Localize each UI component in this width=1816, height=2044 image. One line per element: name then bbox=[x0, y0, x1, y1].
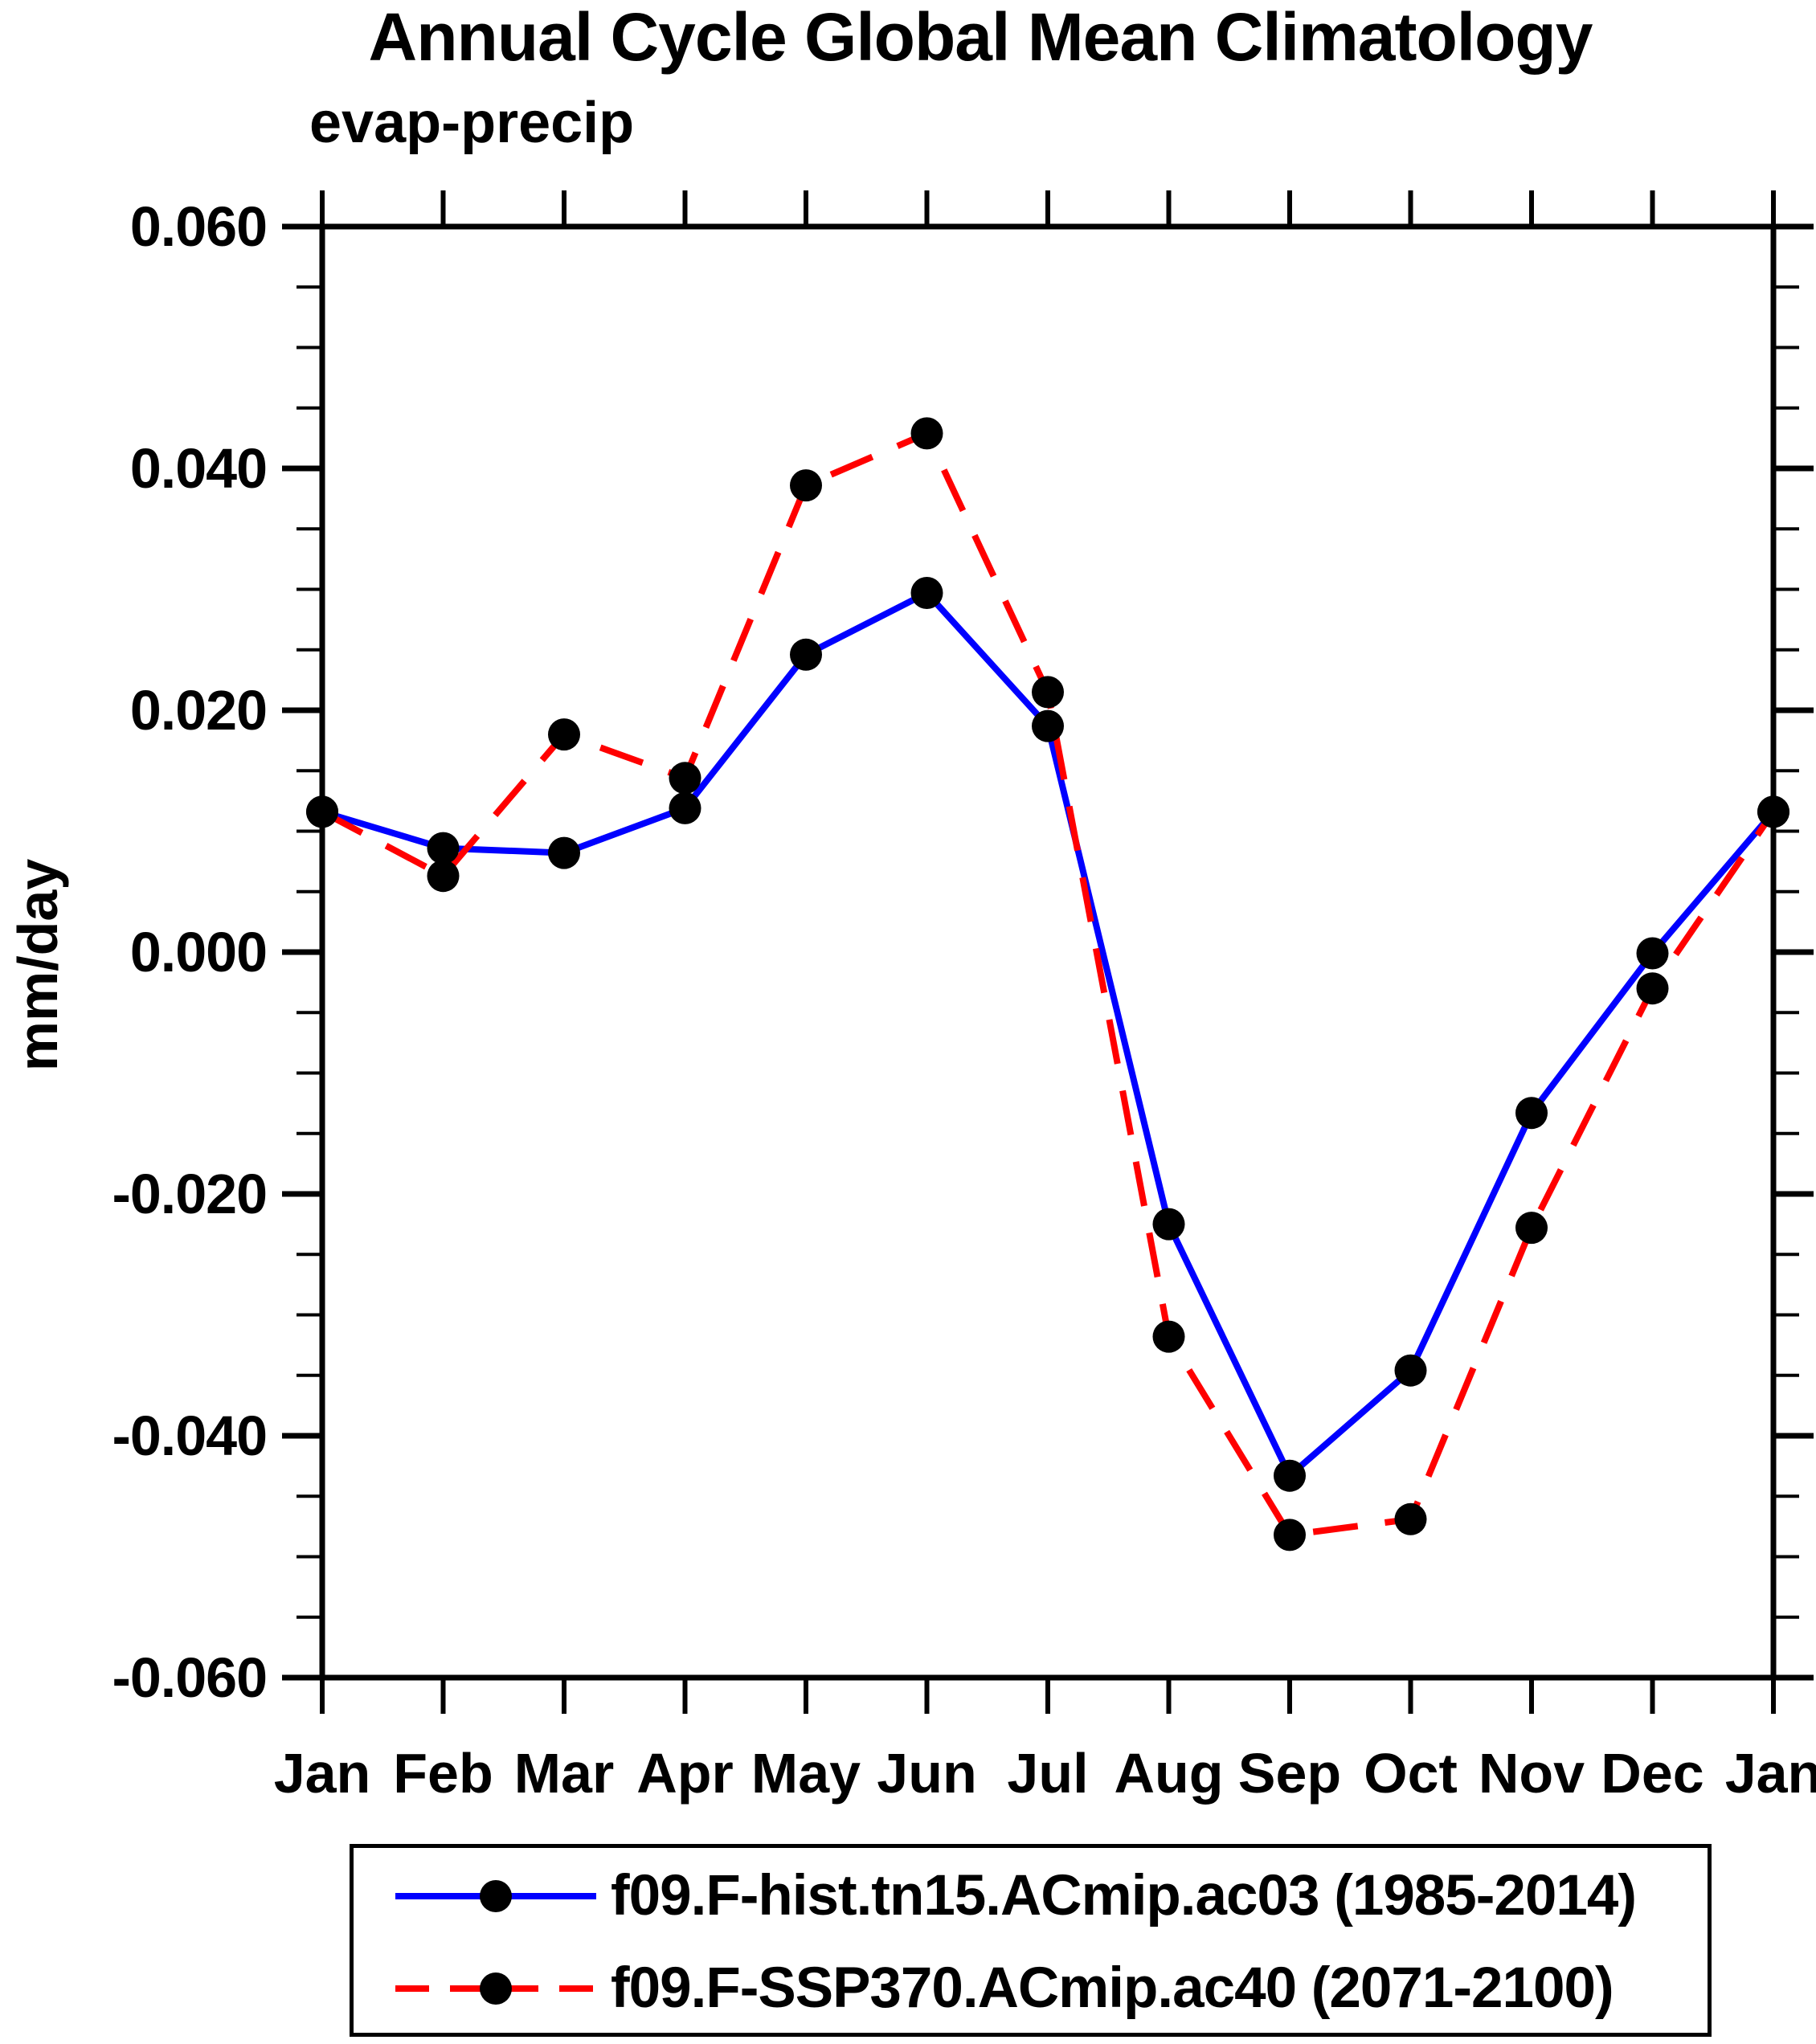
x-axis-tick-label: Apr bbox=[636, 1742, 734, 1805]
x-axis-tick-label: Mar bbox=[513, 1742, 615, 1805]
series-markers-ssp370 bbox=[306, 417, 1789, 1551]
axis-ticks bbox=[282, 190, 1814, 1714]
legend-sample-dashed-line bbox=[395, 1972, 596, 2005]
y-axis-tick-label: 0.040 bbox=[129, 437, 268, 500]
x-axis-tick-label: Dec bbox=[1601, 1742, 1704, 1805]
legend-item-hist: f09.F-hist.tn15.ACmip.ac03 (1985-2014) bbox=[354, 1850, 1708, 1942]
x-axis-tick-label: Aug bbox=[1114, 1742, 1224, 1805]
legend-label-ssp370: f09.F-SSP370.ACmip.ac40 (2071-2100) bbox=[611, 1956, 1614, 2020]
y-axis-tick-label: -0.060 bbox=[112, 1646, 268, 1709]
x-axis-tick-label: Oct bbox=[1364, 1742, 1458, 1805]
x-axis-tick-label: Jan bbox=[273, 1742, 371, 1805]
x-axis-tick-label: Feb bbox=[393, 1742, 493, 1805]
chart-title: Annual Cycle Global Mean Climatology bbox=[368, 0, 1593, 75]
y-axis-tick-label: -0.040 bbox=[112, 1404, 268, 1467]
series-markers-hist bbox=[306, 577, 1789, 1492]
x-axis-tick-label: Jun bbox=[877, 1742, 977, 1805]
y-axis-tick-label: 0.000 bbox=[129, 921, 268, 983]
y-axis-tick-label: 0.060 bbox=[129, 195, 268, 258]
x-axis-tick-label: May bbox=[751, 1742, 861, 1805]
chart-subtitle: evap-precip bbox=[309, 91, 635, 155]
legend-label-hist: f09.F-hist.tn15.ACmip.ac03 (1985-2014) bbox=[611, 1864, 1637, 1927]
y-axis-tick-label: -0.020 bbox=[112, 1163, 268, 1225]
plot-frame bbox=[319, 223, 1777, 1681]
x-axis-tick-label: Nov bbox=[1478, 1742, 1585, 1805]
x-axis-tick-label: Jan bbox=[1724, 1742, 1816, 1805]
series-line-ssp370 bbox=[321, 429, 1777, 1539]
x-axis-tick-label: Sep bbox=[1237, 1742, 1342, 1805]
y-axis-tick-label: 0.020 bbox=[129, 679, 268, 742]
legend: f09.F-hist.tn15.ACmip.ac03 (1985-2014) f… bbox=[350, 1844, 1712, 2037]
x-axis-tick-label: Jul bbox=[1007, 1742, 1089, 1805]
legend-item-ssp370: f09.F-SSP370.ACmip.ac40 (2071-2100) bbox=[354, 1942, 1708, 2034]
legend-sample-solid-line bbox=[395, 1879, 596, 1912]
